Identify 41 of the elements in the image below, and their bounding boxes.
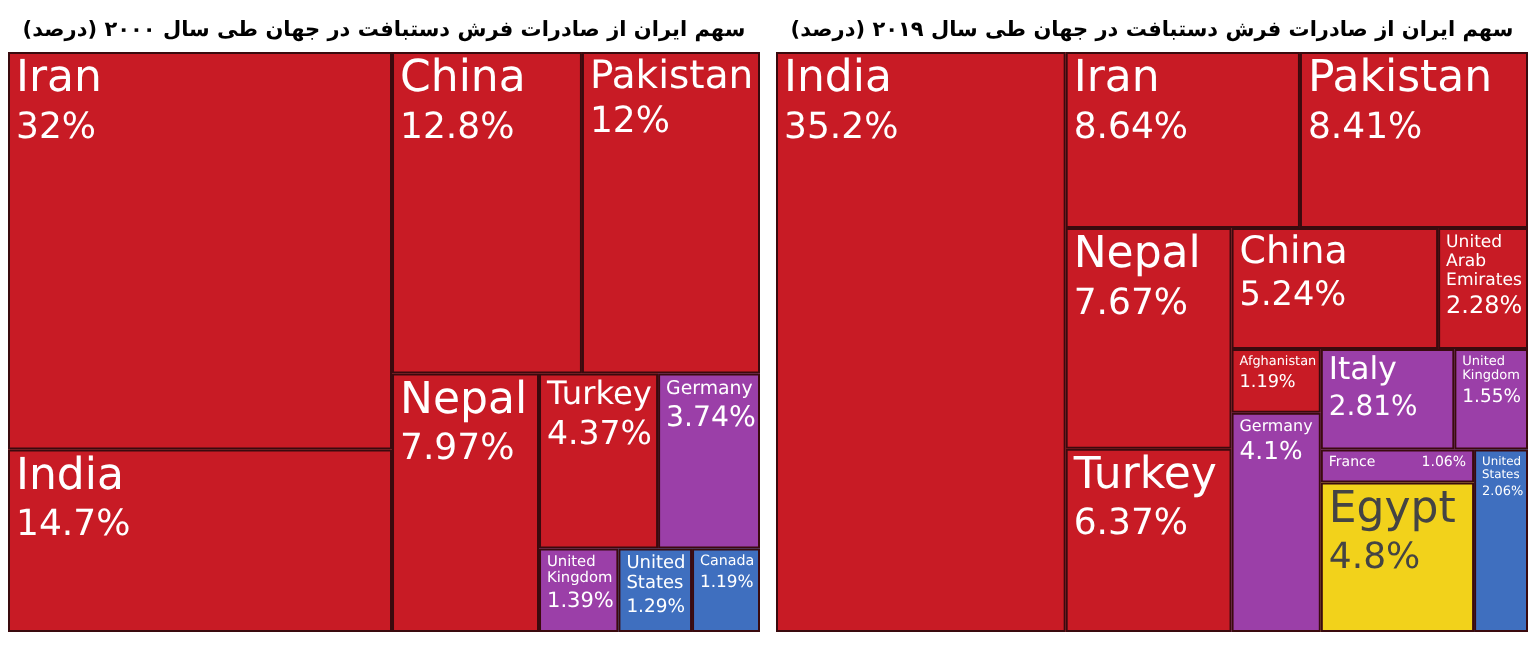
text: سهم ایران از صادرات فرش دستبافت در جهان طی سال ۲۰۱۹ (درصد)	[788, 16, 1516, 46]
category-label: Italy	[1328, 348, 1397, 387]
category-label: India	[784, 53, 892, 104]
data-label: 8.41%	[1307, 105, 1423, 148]
data-label: 5.24%	[1239, 273, 1347, 314]
text: سهم ایران از صادرات فرش دستبافت در جهان طی سال ۲۰۰۰ (درصد)	[20, 16, 748, 46]
data-label: 2.81%	[1328, 390, 1418, 423]
data-label: 1.55%	[1462, 385, 1522, 408]
category-label: Pakistan	[589, 51, 754, 98]
data-label: 1.39%	[547, 589, 614, 614]
category-label: China	[1239, 228, 1348, 273]
data-label: 1.19%	[1239, 372, 1296, 393]
data-label: 14.7%	[16, 503, 131, 546]
data-label: 12.8%	[400, 105, 515, 148]
data-label: 3.74%	[666, 401, 756, 434]
data-label: 4.1%	[1239, 435, 1303, 466]
category-label: Turkey	[1071, 450, 1217, 501]
data-label: 4.37%	[547, 413, 652, 452]
data-label: 4.8%	[1328, 536, 1421, 579]
category-label: Egypt	[1328, 483, 1457, 534]
data-label: 32%	[16, 105, 97, 148]
category-label: Germany	[666, 377, 754, 400]
data-label: 7.97%	[400, 427, 515, 470]
category-label: Iran	[16, 53, 102, 104]
data-label: 12%	[589, 100, 670, 143]
data-label: 6.37%	[1073, 502, 1189, 545]
data-label: 35.2%	[784, 105, 899, 148]
data-label: 1.19%	[700, 570, 754, 591]
category-label: India	[16, 450, 124, 501]
category-label: China	[400, 53, 526, 104]
data-label: 7.67%	[1073, 281, 1189, 324]
data-label: 1.29%	[626, 596, 686, 619]
category-label: Iran	[1073, 53, 1160, 104]
data-label: 8.64%	[1073, 105, 1189, 148]
category-label: Nepal	[400, 374, 528, 425]
data-label: 2.28%	[1446, 290, 1523, 319]
category-label: Turkey	[545, 373, 653, 412]
category-label: United States	[626, 554, 686, 594]
category-label: Nepal	[1073, 229, 1201, 280]
category-label: United Arab Emirates	[1446, 232, 1523, 291]
category-label: Pakistan	[1307, 53, 1493, 104]
